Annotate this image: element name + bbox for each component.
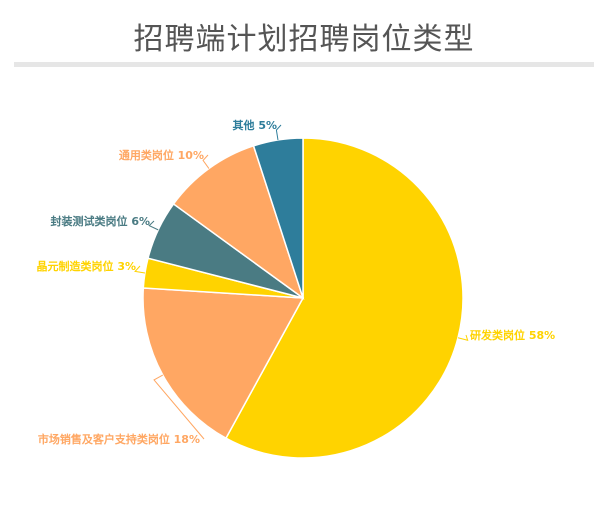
leader-line bbox=[275, 124, 282, 141]
leader-line bbox=[153, 374, 205, 440]
leader-line bbox=[457, 334, 469, 341]
leader-line bbox=[134, 265, 146, 274]
pie-slice bbox=[224, 137, 464, 459]
slice-label: 通用类岗位 10% bbox=[119, 148, 204, 162]
slice-label: 晶元制造类岗位 3% bbox=[36, 259, 136, 273]
leader-line bbox=[148, 220, 159, 231]
pie-slice bbox=[252, 137, 304, 299]
slice-label: 研发类岗位 58% bbox=[470, 328, 555, 342]
slice-label: 市场销售及客户支持类岗位 18% bbox=[38, 432, 200, 446]
chart-title: 招聘端计划招聘岗位类型 bbox=[133, 22, 475, 57]
slice-label: 其他 5% bbox=[232, 118, 277, 132]
slice-label: 封装测试类岗位 6% bbox=[50, 214, 150, 228]
pie-slice bbox=[142, 287, 305, 440]
title-divider bbox=[14, 62, 594, 67]
leader-line bbox=[202, 154, 210, 169]
